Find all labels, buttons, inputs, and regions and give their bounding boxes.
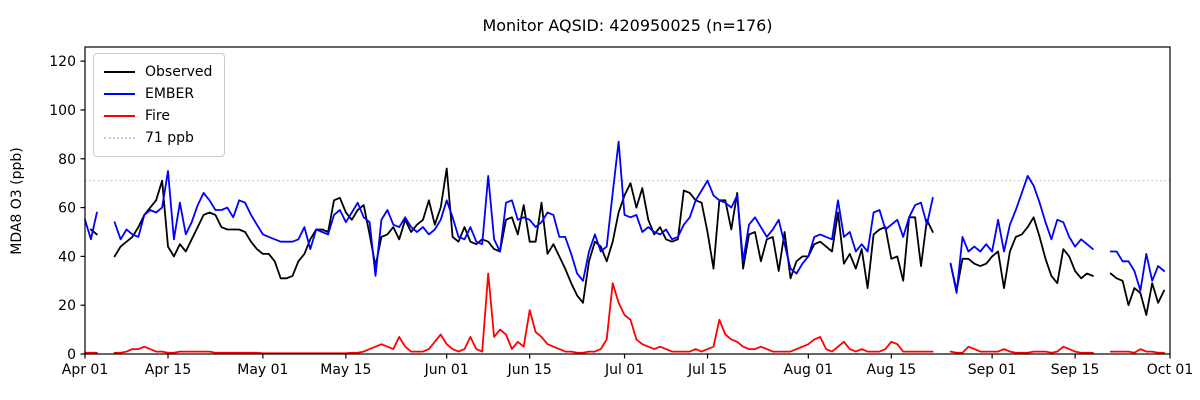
- legend-line-sample: [104, 137, 135, 139]
- y-tick-label: 40: [58, 249, 76, 265]
- legend-line-sample: [104, 93, 135, 95]
- legend-line-sample: [104, 71, 135, 73]
- series-line-ember: [1109, 250, 1165, 292]
- plot-border: [84, 46, 1171, 355]
- series-line-ember: [113, 140, 934, 282]
- legend-item-fire: Fire: [104, 105, 212, 127]
- series-line-fire: [113, 272, 934, 355]
- legend-item-71-ppb: 71 ppb: [104, 127, 212, 149]
- y-tick-label: 80: [58, 152, 76, 168]
- x-tick-label: Oct 01: [1147, 362, 1193, 378]
- x-tick-label: May 15: [320, 362, 371, 378]
- legend-label: Observed: [145, 64, 213, 80]
- x-tick-label: May 01: [237, 362, 288, 378]
- y-tick-label: 20: [58, 298, 76, 314]
- y-tick-label: 60: [58, 201, 76, 217]
- x-tick-label: Sep 01: [968, 362, 1017, 378]
- legend-label: 71 ppb: [145, 130, 194, 146]
- x-tick-label: Aug 01: [784, 362, 834, 378]
- series-line-observed: [90, 228, 98, 236]
- y-tick-label: 0: [67, 347, 76, 363]
- series-line-fire: [949, 345, 1094, 354]
- legend-label: EMBER: [145, 86, 195, 102]
- x-tick-label: Jul 01: [604, 362, 644, 378]
- y-tick-label: 100: [49, 103, 76, 119]
- x-tick-label: Aug 15: [867, 362, 917, 378]
- legend-item-observed: Observed: [104, 61, 212, 83]
- y-tick-label: 120: [49, 54, 76, 70]
- legend-label: Fire: [145, 108, 170, 124]
- series-line-ember: [949, 174, 1094, 294]
- series-line-observed: [113, 167, 934, 304]
- x-tick-label: Apr 01: [62, 362, 108, 378]
- legend-item-ember: EMBER: [104, 83, 212, 105]
- x-tick-label: Jun 01: [424, 362, 469, 378]
- series-line-observed: [949, 216, 1094, 292]
- series-line-observed: [1109, 272, 1165, 316]
- x-tick-label: Sep 15: [1051, 362, 1100, 378]
- legend: Observed EMBER Fire 71 ppb: [93, 53, 226, 157]
- legend-line-sample: [104, 115, 135, 117]
- chart-title: Monitor AQSID: 420950025 (n=176): [482, 16, 773, 35]
- x-tick-label: Apr 15: [145, 362, 191, 378]
- series-line-fire: [1109, 348, 1165, 354]
- series-line-ember: [84, 211, 98, 241]
- x-tick-label: Jun 15: [507, 362, 552, 378]
- x-tick-label: Jul 15: [687, 362, 727, 378]
